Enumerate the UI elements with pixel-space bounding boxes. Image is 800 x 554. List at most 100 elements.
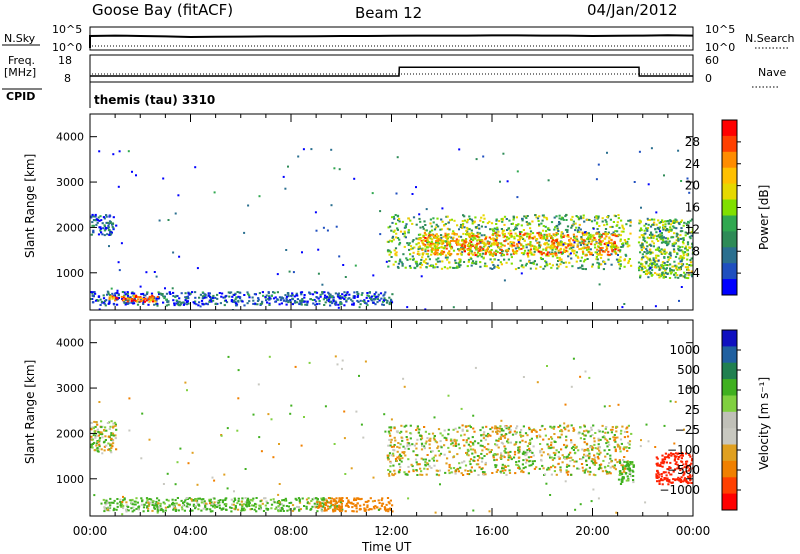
heat-cell [320, 507, 323, 509]
heat-cell [385, 508, 388, 511]
heat-cell [624, 241, 627, 243]
heat-cell [416, 427, 419, 430]
heat-cell [298, 501, 302, 504]
heat-cell [689, 455, 692, 458]
heat-cell [210, 504, 213, 507]
heat-cell [424, 229, 427, 232]
heat-cell [673, 459, 676, 462]
heat-cell [578, 467, 581, 470]
heat-cell [440, 251, 443, 254]
heat-cell [617, 217, 620, 220]
heat-cell [492, 230, 495, 232]
heat-cell [664, 452, 667, 455]
heat-cell [578, 231, 581, 234]
heat-cell [390, 426, 393, 429]
heat-cell [681, 250, 684, 253]
heat-cell [572, 427, 575, 430]
heat-noise [402, 377, 405, 380]
heat-cell [613, 250, 616, 253]
heat-cell [619, 473, 623, 476]
heat-cell [301, 497, 304, 500]
heat-cell [484, 461, 487, 464]
heat-cell [434, 245, 437, 248]
heat-cell [420, 258, 423, 261]
heat-cell [403, 245, 406, 248]
heat-cell [440, 246, 443, 248]
heat-cell [593, 440, 596, 443]
heat-cell [368, 508, 372, 511]
heat-cell [254, 502, 257, 505]
heat-cell [288, 508, 291, 511]
heat-cell [480, 460, 484, 463]
heat-noise [139, 285, 142, 288]
nsky-series-line [89, 34, 694, 48]
heat-cell [464, 239, 467, 242]
heat-cell [249, 498, 252, 501]
heat-cell [203, 294, 206, 297]
heat-cell [518, 456, 521, 459]
heat-cell [666, 220, 670, 222]
heat-cell [639, 227, 643, 230]
heat-cell [650, 251, 653, 254]
heat-cell [432, 217, 435, 220]
heat-cell [321, 498, 324, 501]
heat-cell [677, 237, 680, 240]
heat-cell [683, 471, 686, 474]
heat-cell [524, 264, 527, 267]
heat-cell [92, 229, 95, 232]
heat-cell [597, 443, 600, 446]
heat-cell [191, 499, 194, 502]
heat-cell [100, 448, 103, 451]
heat-cell [620, 442, 623, 445]
heat-cell [613, 233, 616, 236]
heat-noise [128, 429, 131, 432]
heat-noise [344, 276, 347, 278]
heat-cell [516, 243, 519, 246]
heat-cell [105, 221, 108, 224]
heat-cell [616, 445, 620, 448]
heat-cell [531, 220, 534, 223]
heat-cell [552, 427, 555, 430]
heat-cell [683, 477, 686, 480]
freq-tick-bottom: 8 [64, 72, 71, 85]
heat-cell [96, 450, 99, 453]
heat-cell [449, 240, 453, 242]
heat-cell [423, 445, 426, 448]
heat-cell [117, 294, 120, 297]
heat-cell [396, 456, 399, 459]
heat-cell [673, 455, 676, 458]
heat-cell [623, 465, 626, 468]
heat-noise [324, 405, 327, 408]
heat-cell [555, 215, 558, 218]
heat-cell [503, 232, 506, 235]
heat-cell [652, 236, 655, 239]
heat-cell [524, 432, 528, 435]
heat-cell [223, 296, 226, 299]
heat-cell [592, 473, 595, 476]
heat-cell [393, 436, 396, 439]
heat-cell [510, 242, 513, 245]
heat-cell [265, 500, 268, 503]
heat-cell [403, 425, 406, 428]
heat-cell [447, 433, 450, 436]
heat-noise [503, 279, 506, 282]
heat-cell [665, 456, 668, 459]
heat-cell [505, 451, 508, 454]
heat-cell [500, 248, 503, 251]
heat-cell [538, 235, 541, 238]
heat-cell [579, 241, 582, 244]
heat-cell [127, 506, 130, 508]
heat-cell [682, 242, 685, 245]
heat-noise [401, 457, 404, 460]
heat-cell [514, 472, 517, 475]
heat-cell [178, 300, 181, 303]
heat-cell [478, 466, 481, 469]
heat-cell [599, 466, 602, 469]
heat-cell [237, 508, 240, 511]
heat-cell [666, 229, 669, 232]
heat-cell [597, 246, 600, 249]
heat-cell [597, 266, 600, 269]
heat-cell [656, 248, 660, 251]
heat-cell [560, 231, 563, 234]
heat-cell [93, 291, 96, 293]
